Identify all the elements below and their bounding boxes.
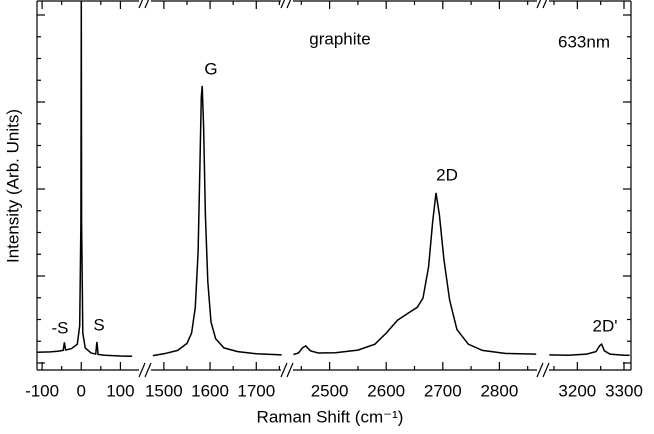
axis-break: [536, 0, 542, 9]
axis-break-gap: [139, 364, 151, 376]
axis-break: [138, 362, 146, 378]
x-tick-label: -100: [25, 381, 59, 400]
axis-break: [280, 0, 286, 9]
axis-break: [286, 0, 292, 9]
x-tick-label: 2700: [424, 381, 462, 400]
annotation: 633nm: [558, 32, 610, 51]
x-tick-label: 3300: [605, 381, 643, 400]
axis-break: [542, 0, 548, 9]
y-axis-label: Intensity (Arb. Units): [3, 109, 22, 263]
axis-break-gap: [281, 0, 293, 7]
x-tick-label: 100: [106, 381, 134, 400]
x-tick-label: 2500: [311, 381, 349, 400]
x-tick-label: 2600: [367, 381, 405, 400]
axis-break: [536, 362, 544, 378]
axis-break: [144, 0, 150, 9]
x-tick-label: 1700: [237, 381, 275, 400]
axis-break-gap: [537, 0, 549, 7]
spectrum-line: [152, 85, 282, 357]
x-tick-label: 2800: [480, 381, 518, 400]
x-tick-label: 1500: [145, 381, 183, 400]
spectrum-line: [293, 192, 537, 356]
spectrum-line: [549, 343, 630, 356]
annotation: S: [93, 315, 104, 334]
axis-break-gap: [281, 364, 293, 376]
annotation: -S: [52, 318, 69, 337]
axis-break: [144, 362, 152, 378]
axis-break-gap: [537, 364, 549, 376]
x-tick-label: 3200: [558, 381, 596, 400]
annotation: 2D: [436, 165, 458, 184]
annotation: graphite: [309, 29, 370, 48]
x-tick-label: 0: [77, 381, 86, 400]
x-tick-label: 1600: [191, 381, 229, 400]
annotation: G: [204, 59, 217, 78]
axis-break-gap: [139, 0, 151, 7]
axis-break: [138, 0, 144, 9]
annotation: 2D': [593, 316, 618, 335]
axis-break: [286, 362, 294, 378]
x-axis-label: Raman Shift (cm⁻¹): [257, 407, 404, 426]
spectrum-line: [36, 0, 133, 358]
axis-break: [542, 362, 550, 378]
axis-break: [280, 362, 288, 378]
